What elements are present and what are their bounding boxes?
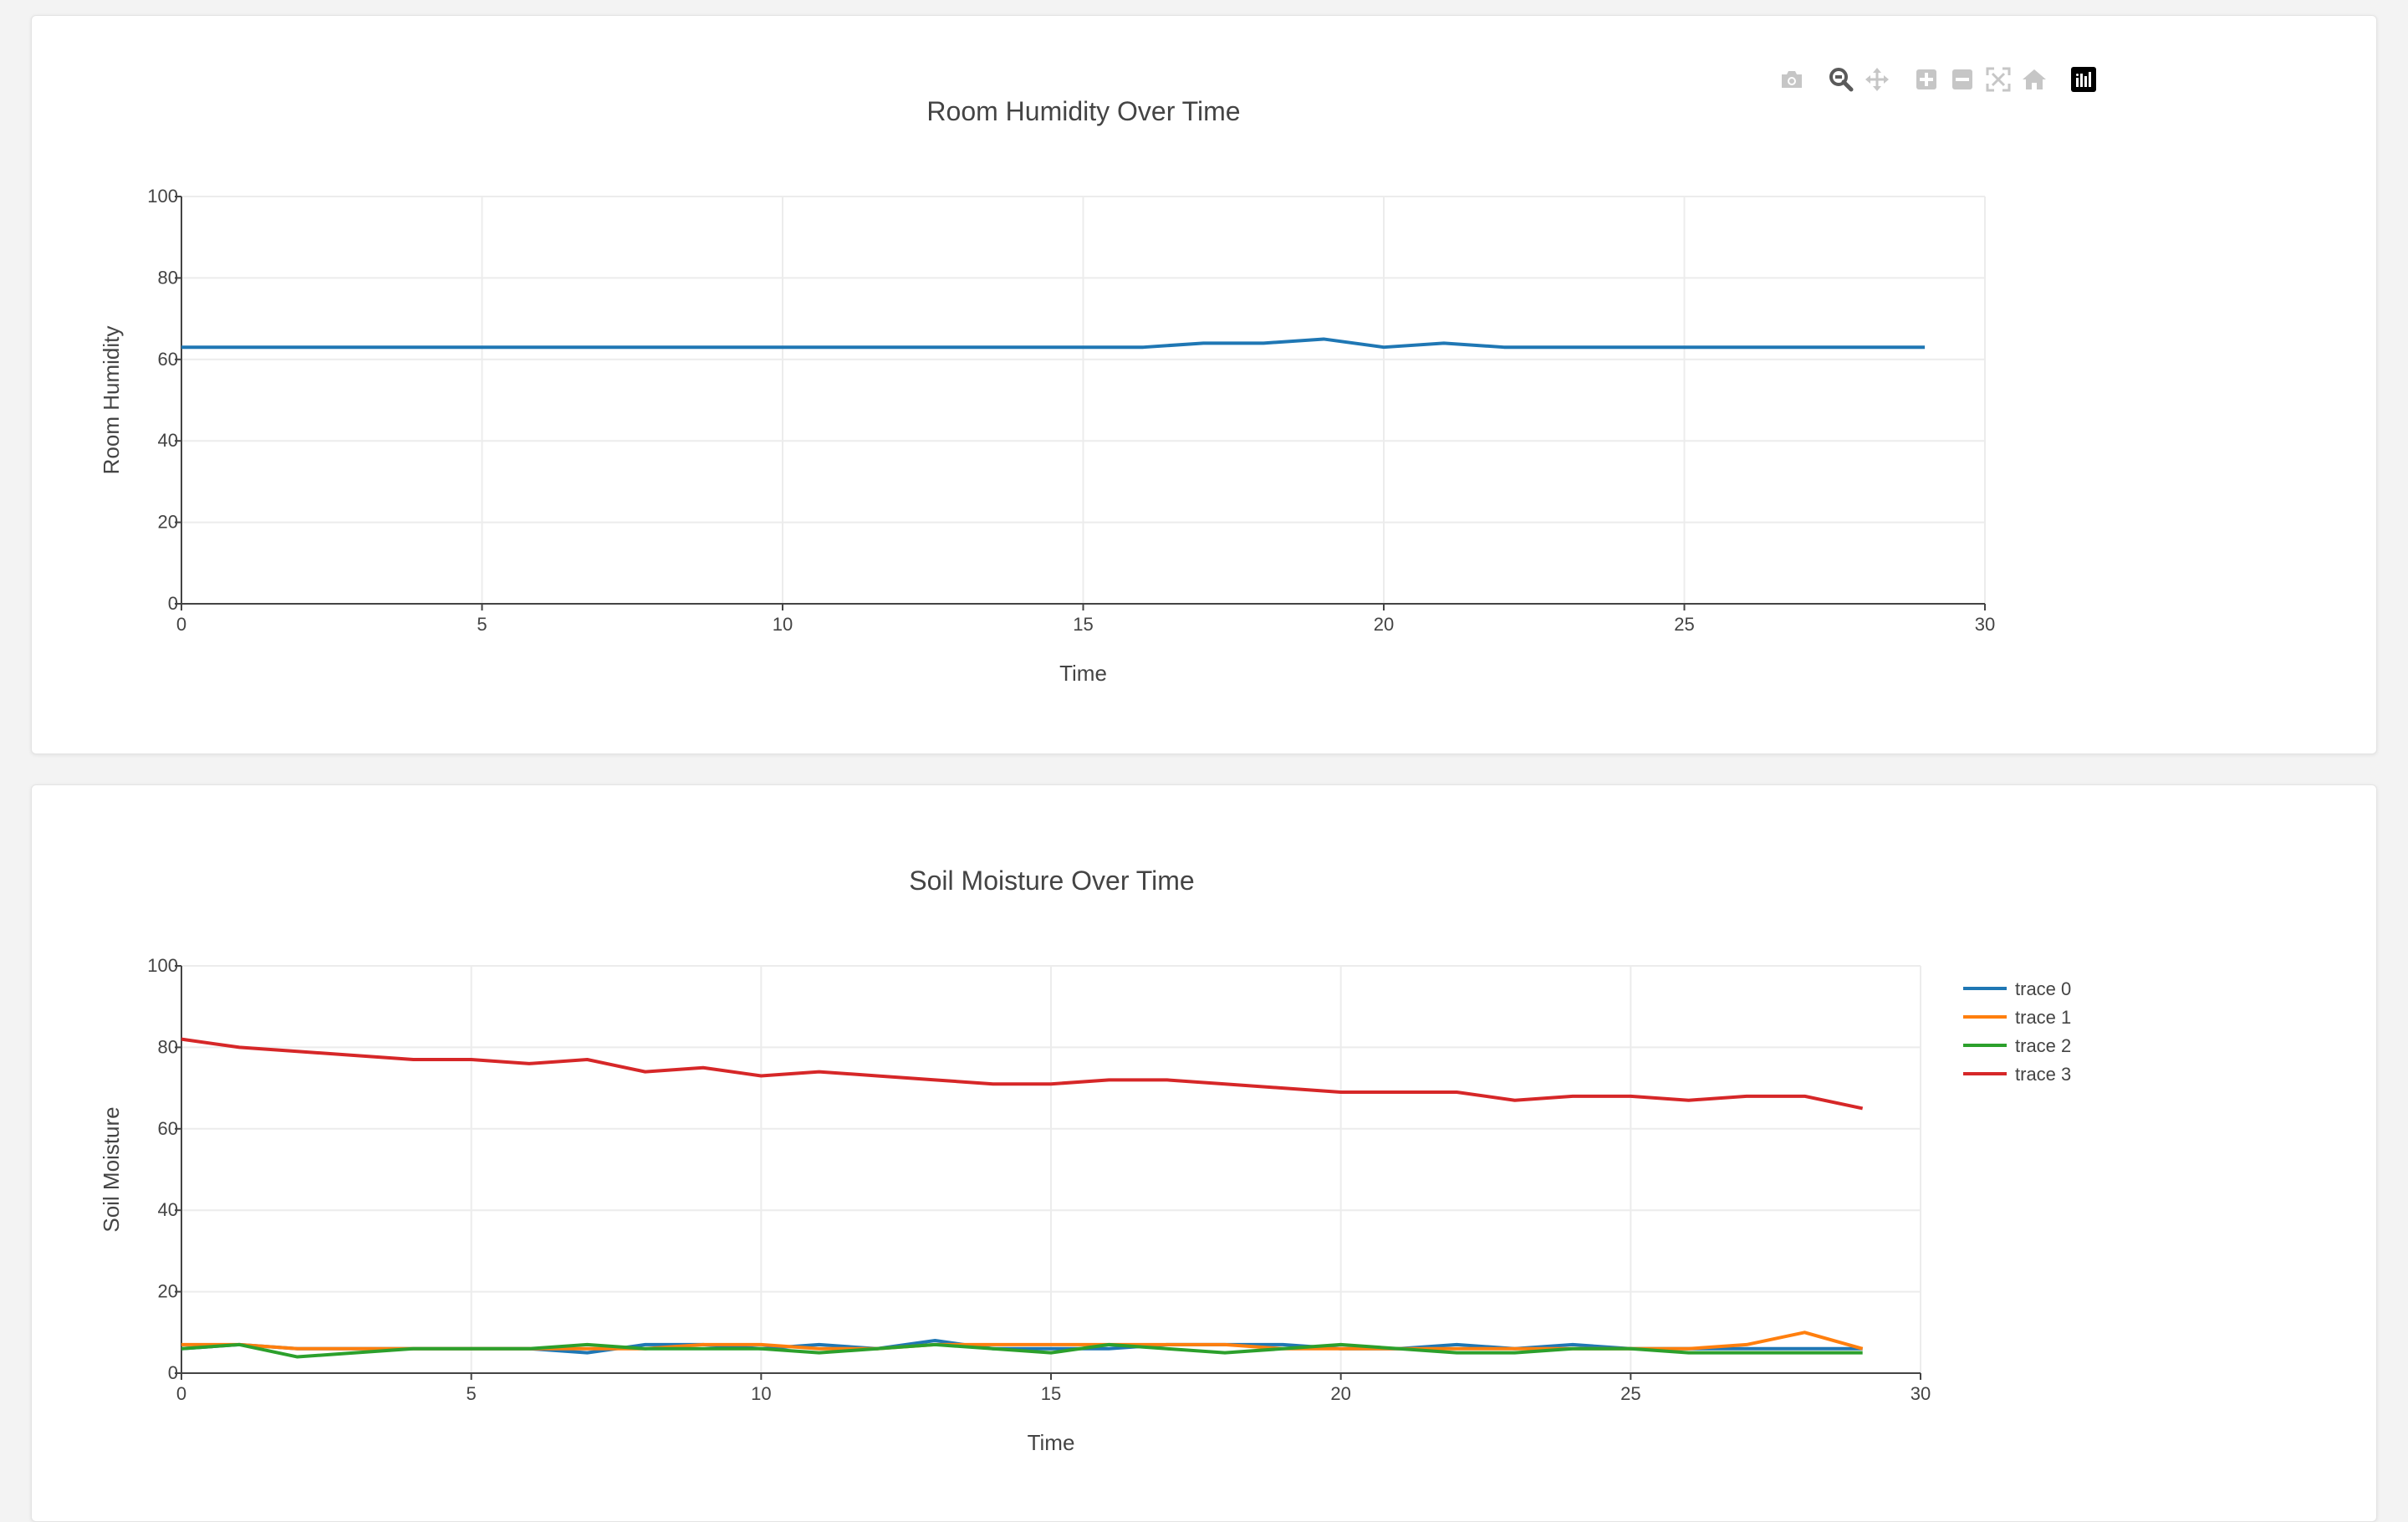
series-line-trace-3 (181, 1037, 1864, 1111)
chart-title: Room Humidity Over Time (926, 96, 1240, 126)
y-tick-label: 100 (147, 955, 178, 976)
legend-label: trace 1 (2015, 1007, 2071, 1028)
legend: trace 0 trace 1 trace 2 trace 3 (1963, 978, 2071, 1085)
y-tick-label: 20 (158, 1281, 178, 1302)
x-tick-label: 15 (1073, 614, 1093, 635)
x-tick-label: 10 (751, 1383, 771, 1404)
y-tick-label: 100 (147, 186, 178, 207)
y-tick-label: 60 (158, 349, 178, 370)
legend-label: trace 0 (2015, 978, 2071, 999)
y-tick-label: 80 (158, 1036, 178, 1057)
series-line-trace-2 (181, 1342, 1863, 1359)
camera-icon[interactable] (1775, 63, 1809, 96)
soil-moisture-chart-card: 0 5 10 15 20 25 30 0 20 40 60 80 100 Soil Moisture Ov… (31, 784, 2377, 1522)
reset-axes-icon[interactable] (2018, 63, 2051, 96)
chart-title: Soil Moisture Over Time (909, 866, 1194, 896)
x-tick-label: 20 (1330, 1383, 1350, 1404)
soil-moisture-line-chart: 0 5 10 15 20 25 30 0 20 40 60 80 100 Soil Moisture Ov… (99, 866, 2071, 1455)
x-tick-label: 25 (1620, 1383, 1640, 1404)
y-axis-label: Room Humidity (99, 326, 124, 475)
humidity-line-chart: 0 5 10 15 20 25 30 0 20 40 60 80 100 Room Humidity Ov… (99, 96, 1995, 686)
pan-icon[interactable] (1860, 63, 1894, 96)
x-tick-label: 10 (773, 614, 793, 635)
x-tick-label: 25 (1674, 614, 1694, 635)
x-tick-label: 0 (176, 614, 186, 635)
x-tick-label: 20 (1374, 614, 1394, 635)
y-tick-label: 40 (158, 430, 178, 451)
x-tick-label: 30 (1975, 614, 1995, 635)
x-tick-label: 15 (1041, 1383, 1061, 1404)
x-axis-label: Time (1028, 1430, 1075, 1455)
x-tick-label: 30 (1911, 1383, 1931, 1404)
y-tick-label: 0 (168, 1362, 178, 1383)
zoom-icon[interactable] (1824, 63, 1858, 96)
zoom-out-icon[interactable] (1946, 63, 1979, 96)
y-tick-label: 80 (158, 267, 178, 288)
x-tick-label: 5 (467, 1383, 477, 1404)
y-axis-label: Soil Moisture (99, 1106, 124, 1232)
autoscale-icon[interactable] (1982, 63, 2015, 96)
series-line-0 (181, 337, 1926, 350)
legend-label: trace 3 (2015, 1064, 2071, 1085)
y-tick-label: 40 (158, 1199, 178, 1220)
plotly-logo-icon[interactable] (2067, 63, 2100, 96)
chart-modebar (1775, 63, 2103, 96)
y-tick-label: 60 (158, 1118, 178, 1139)
y-tick-label: 20 (158, 512, 178, 533)
legend-label: trace 2 (2015, 1035, 2071, 1056)
y-tick-label: 0 (168, 593, 178, 614)
gridlines (181, 196, 1986, 605)
gridlines (181, 965, 1921, 1374)
humidity-chart-card: 0 5 10 15 20 25 30 0 20 40 60 80 100 Room Humidity Ov… (31, 15, 2377, 754)
x-tick-label: 0 (176, 1383, 186, 1404)
x-axis-label: Time (1059, 661, 1107, 686)
zoom-in-icon[interactable] (1910, 63, 1943, 96)
x-tick-label: 5 (477, 614, 487, 635)
